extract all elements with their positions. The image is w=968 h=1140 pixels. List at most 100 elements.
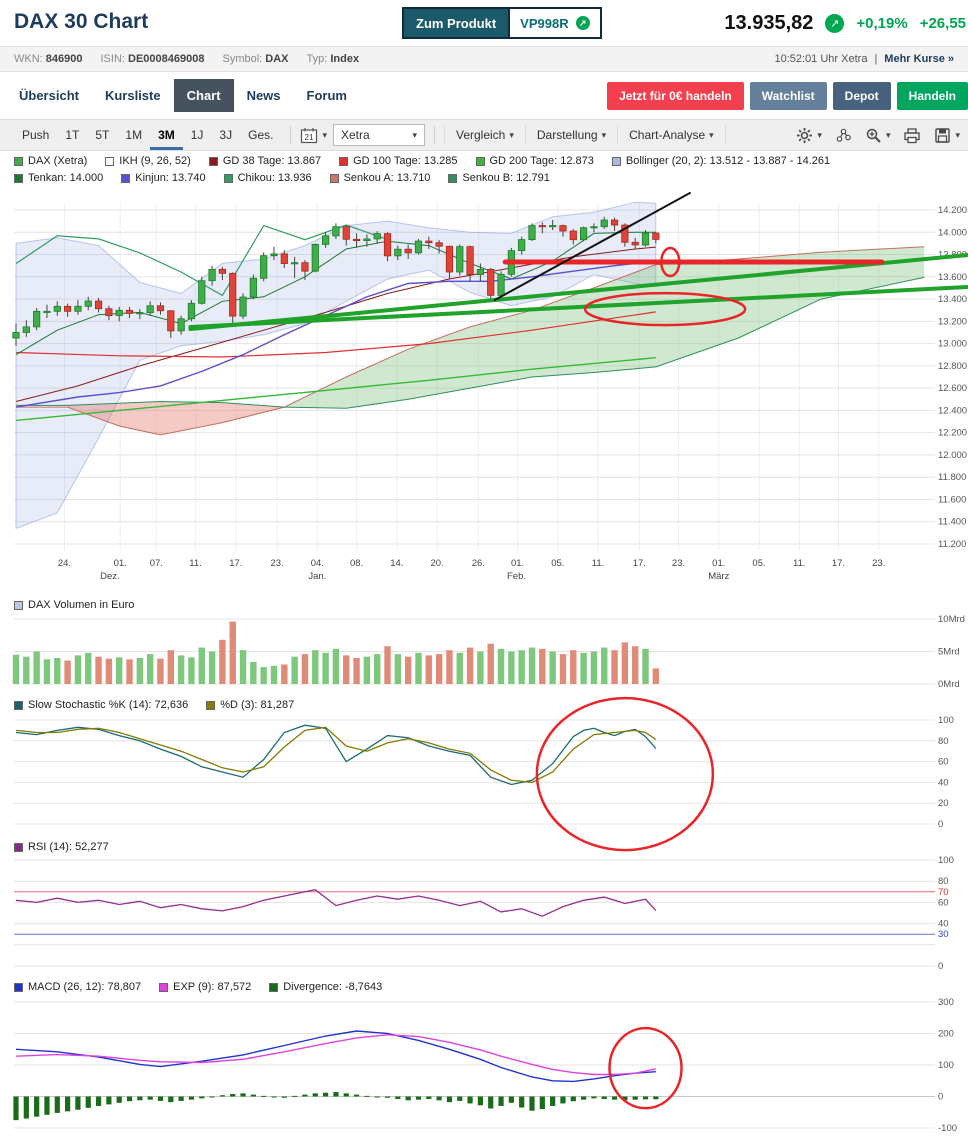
volume-chart[interactable]: 10Mrd 5Mrd 0Mrd: [0, 612, 968, 690]
tab-chart[interactable]: Chart: [173, 79, 234, 112]
range-ges[interactable]: Ges.: [248, 128, 274, 142]
more-quotes-link[interactable]: Mehr Kurse »: [884, 53, 954, 65]
quote-block: 13.935,82 ↗ +0,19% +26,55: [724, 7, 968, 35]
range-push[interactable]: Push: [22, 128, 50, 142]
product-code-link[interactable]: VP998R ↗: [508, 9, 600, 37]
tab-news[interactable]: News: [246, 88, 281, 103]
svg-text:13.200: 13.200: [938, 316, 967, 327]
range-1t[interactable]: 1T: [65, 128, 80, 142]
calendar-icon[interactable]: 21 ▾: [300, 127, 327, 144]
legend-item: %D (3): 81,287: [206, 699, 294, 711]
dropdown-chartanalyse[interactable]: Chart-Analyse ▾: [618, 125, 726, 145]
svg-text:14.000: 14.000: [938, 227, 967, 238]
macd-chart[interactable]: 300 200 100 0 -100: [0, 994, 968, 1134]
svg-text:11.600: 11.600: [938, 494, 966, 505]
trend-up-icon: ↗: [825, 14, 845, 33]
chart-legend-row-1: DAX (Xetra) IKH (9, 26, 52) GD 38 Tage: 13…: [0, 151, 968, 168]
legend-swatch: [14, 156, 23, 166]
legend-item: IKH (9, 26, 52): [105, 155, 191, 167]
meta-value: DE0008469008: [128, 53, 205, 65]
legend-label: Divergence: -8,7643: [283, 981, 383, 993]
chevron-down-icon: ▾: [509, 129, 514, 140]
legend-item: Chikou: 13.936: [223, 172, 312, 184]
range-selector: Push 1T 5T 1M 3M 1J 3J Ges.: [14, 120, 281, 150]
divider: [290, 126, 292, 144]
legend-label: EXP (9): 87,572: [173, 981, 252, 993]
legend-item: Bollinger (20, 2): 13.512 - 13.887 - 14.…: [611, 155, 831, 167]
exchange-select[interactable]: Xetra ▾: [332, 124, 425, 146]
legend-label: Bollinger (20, 2): 13.512 - 13.887 - 14.…: [625, 155, 831, 167]
legend-item: DAX (Xetra): [14, 155, 87, 167]
svg-text:24.: 24.: [58, 558, 71, 569]
range-3m[interactable]: 3M: [150, 120, 183, 150]
print-icon[interactable]: [903, 127, 921, 144]
zum-produkt-button[interactable]: Zum Produkt: [404, 9, 509, 37]
indicators-icon[interactable]: [835, 127, 852, 144]
save-icon[interactable]: ▾: [934, 127, 960, 144]
legend-item: Divergence: -8,7643: [269, 981, 382, 993]
arrow-up-right-icon: ↗: [575, 16, 590, 30]
button-jetzt-f-r-0-handeln[interactable]: Jetzt für 0€ handeln: [607, 81, 744, 110]
svg-text:01.: 01.: [712, 558, 725, 569]
legend-swatch: [14, 982, 23, 992]
legend-item: Senkou A: 13.710: [329, 172, 430, 184]
gear-icon[interactable]: ▾: [796, 127, 822, 144]
chart-legend-row-2: Tenkan: 14.000 Kinjun: 13.740 Chikou: 13.9…: [0, 168, 968, 185]
tab-übersicht[interactable]: Übersicht: [19, 88, 79, 103]
svg-text:21: 21: [305, 133, 314, 142]
legend-label: Senkou B: 12.791: [462, 172, 550, 184]
zoom-icon[interactable]: ▾: [865, 127, 890, 144]
svg-text:Jan.: Jan.: [308, 571, 326, 582]
svg-text:100: 100: [938, 855, 954, 866]
range-1m[interactable]: 1M: [125, 128, 143, 142]
svg-text:23.: 23.: [872, 558, 885, 569]
button-watchlist[interactable]: Watchlist: [749, 81, 827, 110]
svg-text:12.800: 12.800: [938, 361, 967, 372]
svg-text:100: 100: [938, 1060, 954, 1071]
range-3j[interactable]: 3J: [219, 128, 233, 142]
button-depot[interactable]: Depot: [832, 81, 891, 110]
price-chart[interactable]: 24. 01. 07. 11. 17. 23. 04. 08. 14. 20. 26. 01. 05. 1…: [0, 185, 968, 590]
stochastic-chart[interactable]: 100 80 60 40 20 0: [0, 696, 968, 852]
meta-item: Typ: Index: [307, 53, 360, 65]
chevron-down-icon: ▾: [601, 129, 607, 140]
action-buttons: Jetzt für 0€ handeln Watchlist Depot Handel…: [607, 81, 968, 110]
range-1j[interactable]: 1J: [190, 128, 204, 142]
svg-text:70: 70: [938, 887, 949, 898]
meta-value: Index: [330, 53, 360, 65]
legend-label: DAX Volumen in Euro: [28, 599, 135, 611]
button-handeln[interactable]: Handeln: [896, 81, 968, 110]
legend-item: DAX Volumen in Euro: [14, 599, 134, 611]
change-percent: +0,19%: [856, 15, 908, 32]
tab-list: Übersicht Kursliste Chart News Forum: [6, 79, 360, 112]
svg-text:40: 40: [938, 919, 949, 930]
svg-text:12.600: 12.600: [938, 383, 967, 394]
svg-text:März: März: [708, 571, 729, 582]
svg-text:100: 100: [938, 715, 954, 726]
instrument-meta-bar: WKN: 846900 ISIN: DE0008469008 Symbol: DAX…: [0, 46, 968, 72]
dropdown-darstellung[interactable]: Darstellung ▾: [526, 125, 619, 145]
rsi-legend: RSI (14): 52,277: [0, 837, 968, 854]
product-box: Zum Produkt VP998R ↗: [402, 7, 602, 39]
svg-text:13.000: 13.000: [938, 339, 967, 350]
legend-swatch: [159, 982, 169, 992]
meta-label: WKN:: [14, 53, 46, 65]
svg-text:01.: 01.: [511, 558, 524, 569]
svg-text:08.: 08.: [350, 558, 363, 569]
svg-text:11.: 11.: [592, 558, 605, 569]
range-5t[interactable]: 5T: [95, 128, 110, 142]
svg-text:05.: 05.: [551, 558, 564, 569]
svg-text:20.: 20.: [430, 558, 443, 569]
tab-forum[interactable]: Forum: [306, 88, 347, 103]
quote-time: 10:52:01 Uhr Xetra: [774, 53, 868, 65]
dropdown-vergleich[interactable]: Vergleich ▾: [443, 125, 526, 145]
svg-text:17.: 17.: [229, 558, 242, 569]
svg-text:07.: 07.: [150, 558, 163, 569]
svg-text:14.: 14.: [390, 558, 403, 569]
meta-label: Typ:: [306, 53, 331, 65]
volume-legend: DAX Volumen in Euro: [0, 595, 968, 612]
tab-kursliste[interactable]: Kursliste: [104, 88, 161, 103]
meta-label: ISIN:: [100, 53, 129, 65]
legend-swatch: [329, 173, 339, 183]
